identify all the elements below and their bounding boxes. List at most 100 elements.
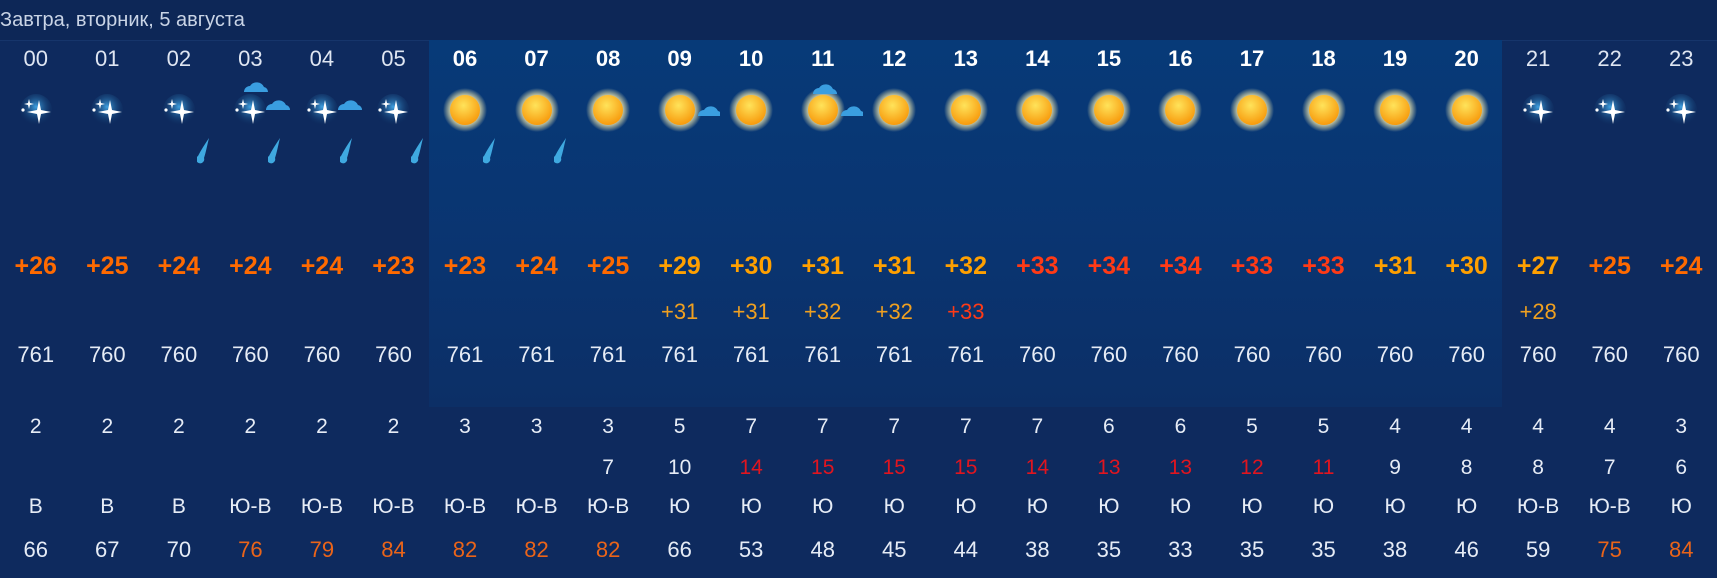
hour-column: 07 +24 761 3 Ю-В 82 bbox=[501, 40, 573, 578]
pressure: 760 bbox=[88, 342, 126, 367]
sun-icon bbox=[1002, 86, 1074, 134]
sun-icon bbox=[501, 86, 573, 134]
hour-column: 15 +34 760 6 13 Ю 35 bbox=[1073, 40, 1145, 578]
wind-gust: 15 bbox=[882, 456, 906, 479]
wind-direction: Ю bbox=[883, 495, 905, 518]
hour-label: 09 bbox=[667, 46, 692, 71]
humidity: 66 bbox=[667, 537, 692, 562]
pressure: 760 bbox=[232, 342, 269, 367]
night-clear-icon bbox=[1574, 86, 1646, 134]
wind-gust: 8 bbox=[1532, 456, 1544, 479]
temperature: +31 bbox=[873, 252, 916, 280]
wind-direction: Ю bbox=[740, 495, 762, 518]
wind-direction: Ю-В bbox=[1588, 495, 1631, 518]
hour-label: 23 bbox=[1668, 46, 1694, 71]
pressure: 760 bbox=[1448, 342, 1485, 367]
hour-column: 00 +26 761 2 В 66 bbox=[0, 40, 72, 578]
wind-direction: В bbox=[171, 495, 186, 518]
wind-gust: 9 bbox=[1389, 456, 1401, 479]
hour-column: 17 +33 760 5 12 Ю 35 bbox=[1216, 40, 1288, 578]
wind-direction: Ю-В bbox=[1517, 495, 1560, 518]
humidity: 76 bbox=[238, 537, 263, 562]
humidity: 44 bbox=[953, 537, 979, 562]
wind-speed: 4 bbox=[1460, 415, 1473, 438]
wind-speed: 2 bbox=[173, 415, 185, 438]
wind-speed: 3 bbox=[602, 415, 614, 438]
hour-label: 14 bbox=[1025, 46, 1050, 71]
feels-like-temperature: +28 bbox=[1519, 299, 1557, 324]
pressure: 761 bbox=[661, 342, 698, 367]
rain-drop-icon bbox=[215, 138, 287, 178]
wind-speed: 7 bbox=[1031, 415, 1044, 438]
rain-drop-icon bbox=[143, 138, 215, 178]
wind-speed: 2 bbox=[29, 415, 42, 438]
wind-speed: 5 bbox=[673, 415, 686, 438]
sun-icon bbox=[1145, 86, 1217, 134]
pressure: 760 bbox=[375, 342, 412, 367]
humidity: 35 bbox=[1096, 537, 1122, 562]
hour-column: 13 +32 +33 761 7 15 Ю 44 bbox=[930, 40, 1002, 578]
feels-like-temperature: +31 bbox=[732, 299, 770, 324]
wind-gust: 8 bbox=[1460, 456, 1473, 479]
pressure: 760 bbox=[1591, 342, 1629, 367]
temperature: +24 bbox=[229, 252, 272, 280]
sun-icon bbox=[1216, 86, 1288, 134]
humidity: 35 bbox=[1239, 537, 1265, 562]
pressure: 761 bbox=[589, 342, 627, 367]
temperature: +23 bbox=[443, 252, 487, 280]
temperature: +33 bbox=[1230, 252, 1274, 280]
temperature: +30 bbox=[729, 252, 773, 280]
wind-direction: Ю-В bbox=[372, 495, 415, 518]
sun-icon bbox=[859, 86, 931, 134]
hour-label: 22 bbox=[1597, 46, 1622, 71]
pressure: 760 bbox=[1662, 342, 1700, 367]
wind-direction: Ю bbox=[1098, 495, 1120, 518]
temperature: +25 bbox=[86, 252, 129, 280]
temperature: +29 bbox=[658, 252, 701, 280]
hour-label: 03 bbox=[238, 46, 263, 71]
title-bar: Завтра, вторник, 5 августа bbox=[0, 0, 1717, 41]
hour-column: 21 +27 +28 760 4 8 Ю-В 59 bbox=[1502, 40, 1574, 578]
humidity: 82 bbox=[524, 537, 549, 562]
wind-speed: 2 bbox=[316, 415, 328, 438]
pressure: 760 bbox=[1233, 342, 1271, 367]
humidity: 48 bbox=[810, 537, 835, 562]
hour-column: 10 +30 +31 761 7 14 Ю 53 bbox=[715, 40, 787, 578]
hour-column: 19 +31 760 4 9 Ю 38 bbox=[1359, 40, 1431, 578]
humidity: 75 bbox=[1597, 537, 1622, 562]
temperature: +30 bbox=[1445, 252, 1488, 280]
pressure: 760 bbox=[1018, 342, 1056, 367]
hour-label: 10 bbox=[738, 46, 764, 71]
wind-direction: Ю bbox=[1026, 495, 1048, 518]
pressure: 760 bbox=[1162, 342, 1199, 367]
hour-label: 21 bbox=[1525, 46, 1551, 71]
pressure: 760 bbox=[1090, 342, 1128, 367]
hour-column: 05 +23 760 2 Ю-В 84 bbox=[358, 40, 430, 578]
hour-label: 06 bbox=[452, 46, 478, 71]
feels-like-temperature: +32 bbox=[804, 299, 842, 324]
feels-like-temperature: +31 bbox=[660, 299, 699, 324]
hour-column: 03 +24 760 2 Ю-В 76 bbox=[215, 40, 291, 578]
hour-column: 11 +31 +32 761 7 15 Ю 48 bbox=[787, 40, 863, 578]
temperature: +31 bbox=[1373, 252, 1417, 280]
pressure: 761 bbox=[947, 342, 985, 367]
night-clear-icon bbox=[0, 86, 72, 134]
temperature: +24 bbox=[157, 252, 201, 280]
sun-icon bbox=[1288, 86, 1360, 134]
wind-direction: Ю-В bbox=[443, 495, 487, 518]
hour-column: 14 +33 760 7 14 Ю 38 bbox=[1002, 40, 1074, 578]
night-clear-icon bbox=[1502, 86, 1574, 134]
night-clear-icon bbox=[143, 86, 215, 134]
hour-column: 02 +24 760 2 В 70 bbox=[143, 40, 215, 578]
temperature: +24 bbox=[515, 252, 558, 280]
temperature: +25 bbox=[1588, 252, 1631, 280]
hour-label: 07 bbox=[524, 46, 549, 71]
pressure: 761 bbox=[17, 342, 55, 367]
rain-drop-icon bbox=[501, 138, 573, 178]
temperature: +24 bbox=[300, 252, 344, 280]
wind-speed: 3 bbox=[459, 415, 471, 438]
wind-direction: В bbox=[100, 495, 115, 518]
hour-label: 01 bbox=[95, 46, 120, 71]
hour-label: 20 bbox=[1454, 46, 1479, 71]
sun-icon bbox=[429, 86, 501, 134]
